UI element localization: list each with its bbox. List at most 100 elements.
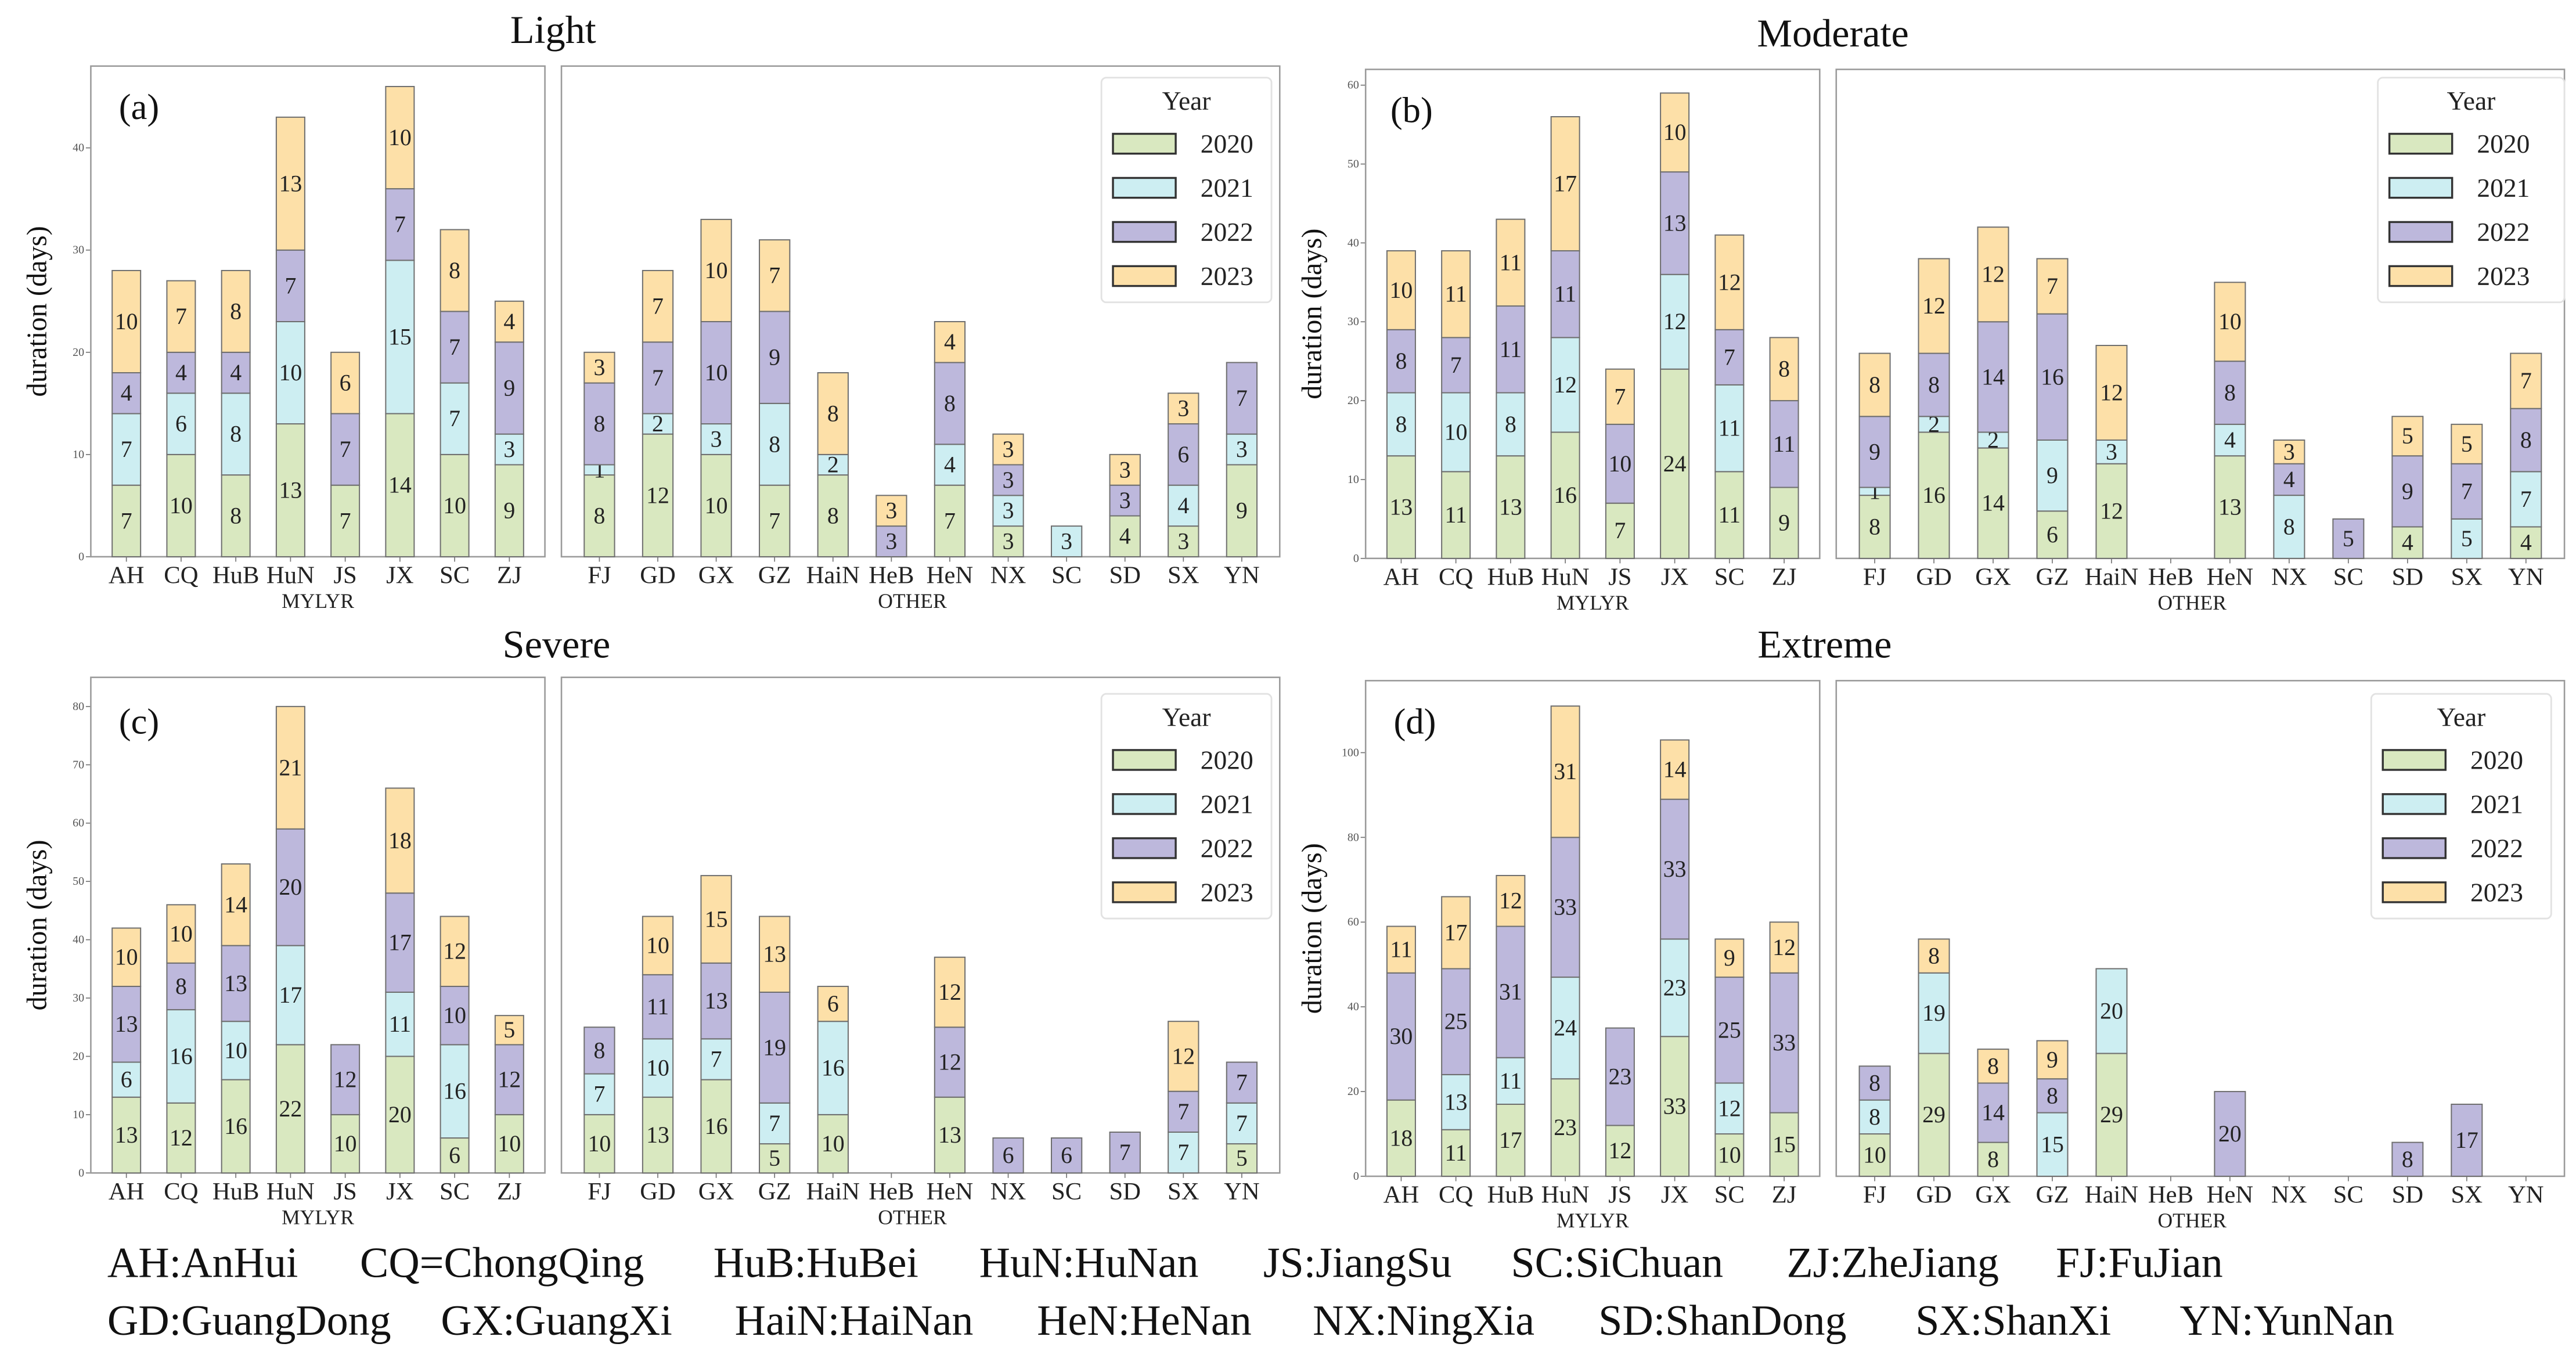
legend-swatch-2021	[2382, 793, 2447, 815]
bar-mylyr-hun-2021	[275, 945, 305, 1046]
data-label: 8	[1928, 943, 1940, 969]
x-tick-label: HuN	[266, 561, 315, 589]
legend-swatch-2022	[2382, 837, 2447, 859]
data-label: 33	[1772, 1030, 1796, 1056]
data-label: 12	[1772, 935, 1796, 960]
bar-other-fj-2022	[1858, 1065, 1891, 1101]
axes-frame	[1835, 69, 2566, 560]
x-tick-label: SD	[2392, 1182, 2424, 1209]
data-label: 7	[769, 508, 780, 534]
legend-swatch-2020	[2382, 749, 2447, 771]
x-group-label: OTHER	[2157, 591, 2226, 614]
data-label: 7	[1177, 1140, 1189, 1165]
x-tick-label: HuB	[1487, 563, 1534, 590]
panel-extreme: Extreme (d) duration (days) 0 20 40 60 80 100 18 3…	[1296, 622, 2566, 1232]
x-group-label: MYLYR	[282, 589, 354, 613]
data-label: 7	[1236, 1111, 1248, 1136]
bar-other-sc-2022	[1050, 1137, 1083, 1174]
data-label: 4	[944, 452, 956, 477]
bar-other-hain-2023	[817, 372, 849, 455]
x-group-label: OTHER	[878, 589, 947, 613]
bar-mylyr-ah-2022	[1386, 972, 1416, 1101]
data-label: 31	[1554, 759, 1577, 784]
data-label: 10	[588, 1131, 611, 1157]
x-tick-label: SC	[439, 561, 470, 589]
bar-mylyr-cq-2020	[1441, 471, 1471, 559]
bar-other-fj-2022	[1858, 416, 1891, 488]
bar-other-nx-2023	[2273, 440, 2305, 464]
x-tick-label: AH	[1384, 1182, 1419, 1209]
y-tick-label: 60	[1348, 79, 1359, 92]
data-label: 10	[705, 493, 728, 518]
x-tick-label: HuN	[266, 1178, 315, 1205]
legend-swatch-2023	[2382, 881, 2447, 903]
data-label: 12	[2100, 498, 2123, 524]
data-label: 7	[2047, 273, 2058, 299]
data-label: 3	[1236, 437, 1248, 462]
data-label: 18	[1390, 1125, 1413, 1151]
bar-mylyr-hun-2023	[275, 116, 305, 251]
legend-label: 2022	[2470, 833, 2523, 863]
bar-other-gd-2022	[1918, 352, 1950, 417]
x-tick-label: YN	[2508, 1182, 2544, 1209]
x-tick-label: JX	[386, 1178, 414, 1205]
data-label: 8	[827, 401, 839, 426]
x-tick-label: CQ	[164, 1178, 198, 1205]
legend-swatch-2021	[2388, 176, 2453, 199]
bar-mylyr-zj-2022	[494, 341, 524, 435]
data-label: 8	[1869, 372, 1880, 398]
bar-mylyr-ah-2023	[111, 927, 142, 987]
data-label: 29	[1922, 1102, 1945, 1128]
data-label: 12	[1981, 262, 2005, 287]
data-label: 6	[1003, 1143, 1014, 1168]
data-label: 7	[449, 334, 460, 360]
y-tick-label: 30	[1348, 315, 1359, 328]
data-label: 12	[1718, 1096, 1741, 1121]
bar-other-sd-2023	[2391, 416, 2424, 457]
data-label: 10	[334, 1131, 357, 1157]
y-tick-label: 40	[1348, 1000, 1359, 1013]
x-tick-label: JS	[333, 561, 356, 589]
bar-mylyr-hub-2021	[221, 392, 251, 476]
y-axis-label: duration (days)	[1296, 843, 1327, 1014]
data-label: 20	[2218, 1121, 2242, 1147]
bar-other-heb-2022	[876, 525, 907, 557]
data-label: 20	[279, 874, 302, 900]
legend-label: 2023	[1201, 877, 1253, 907]
bar-mylyr-cq-2021	[166, 392, 196, 455]
x-tick-label: GD	[640, 1178, 676, 1205]
data-label: 20	[388, 1102, 412, 1128]
bar-other-hain-2020	[2095, 1053, 2128, 1177]
bar-mylyr-hun-2022	[1550, 250, 1580, 338]
data-label: 9	[2047, 1047, 2058, 1072]
data-label: 7	[1236, 1070, 1248, 1096]
bar-mylyr-jx-2022	[1660, 171, 1690, 275]
x-tick-label: GZ	[758, 1178, 791, 1205]
data-label: 13	[705, 988, 728, 1014]
data-label: 10	[443, 1003, 466, 1028]
y-tick-label: 10	[1348, 473, 1359, 486]
bar-mylyr-sc-2023	[1714, 938, 1745, 978]
data-label: 5	[1236, 1146, 1248, 1171]
data-label: 22	[279, 1096, 302, 1122]
data-label: 11	[647, 994, 669, 1020]
data-label: 4	[503, 309, 515, 334]
data-label: 12	[334, 1067, 357, 1093]
x-tick-label: FJ	[588, 1178, 611, 1205]
data-label: 7	[1119, 1140, 1131, 1165]
data-label: 4	[2520, 530, 2532, 556]
bar-other-sd-2023	[1109, 453, 1141, 486]
x-tick-label: HeN	[927, 1178, 974, 1205]
x-tick-label: GZ	[2036, 1182, 2069, 1209]
bar-mylyr-js-2020	[330, 1114, 361, 1174]
bar-other-gd-2020	[642, 1096, 674, 1174]
x-tick-label: HuB	[1487, 1182, 1534, 1209]
bar-mylyr-hub-2022	[221, 351, 251, 394]
x-tick-label: SX	[1168, 1178, 1199, 1205]
bar-mylyr-jx-2021	[385, 991, 415, 1057]
data-label: 11	[1718, 416, 1741, 441]
bar-mylyr-jx-2023	[385, 787, 415, 894]
bar-other-gz-2020	[2036, 510, 2069, 559]
bar-other-gd-2020	[1918, 431, 1950, 559]
data-label: 4	[2224, 427, 2236, 453]
